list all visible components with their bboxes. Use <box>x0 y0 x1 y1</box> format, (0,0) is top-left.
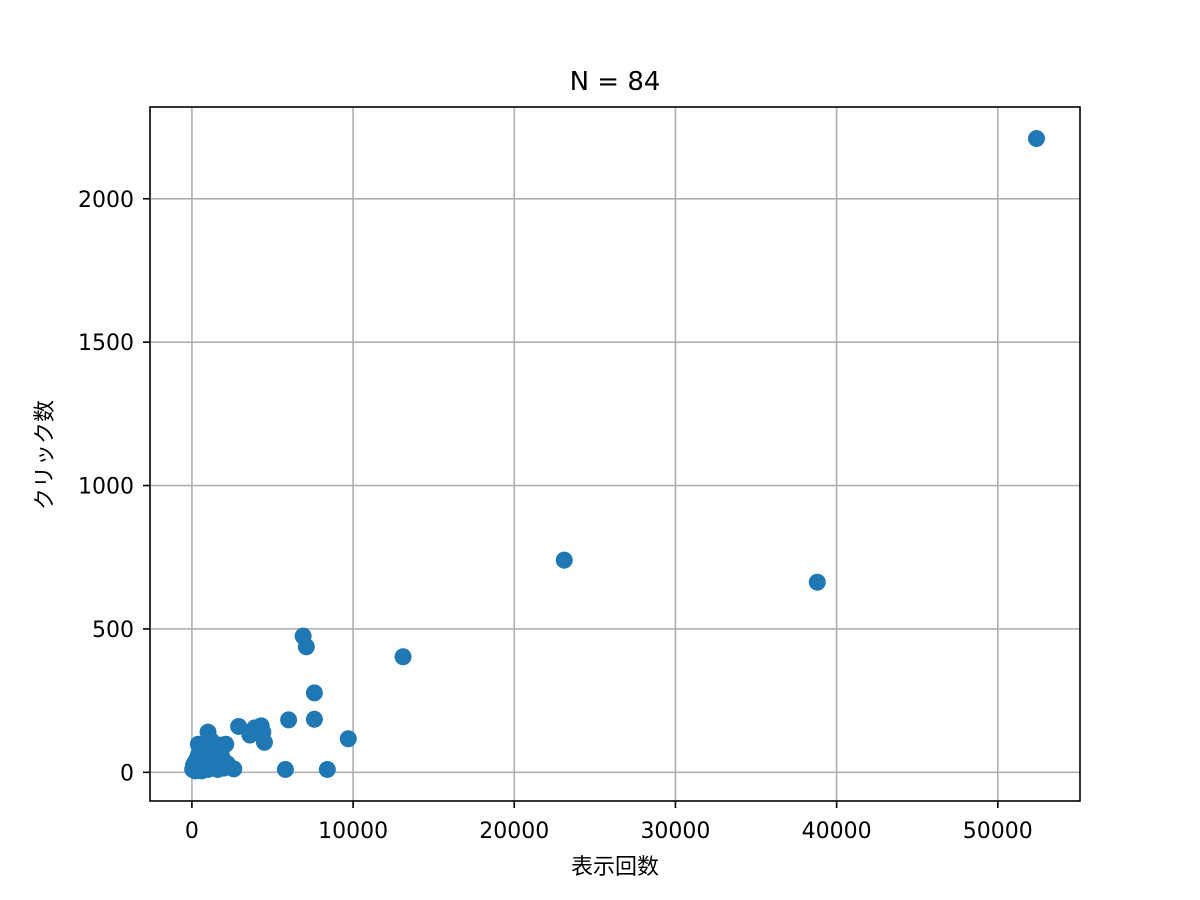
grid-lines <box>150 107 1080 801</box>
scatter-point <box>280 711 298 729</box>
scatter-point <box>318 760 336 778</box>
x-tick-label: 10000 <box>318 819 388 844</box>
scatter-point <box>1027 130 1045 148</box>
y-tick-label: 2000 <box>78 188 134 213</box>
scatter-point <box>297 638 315 656</box>
x-tick-label: 30000 <box>640 819 710 844</box>
x-tick-label: 20000 <box>479 819 549 844</box>
scatter-point <box>555 551 573 569</box>
x-tick-label: 40000 <box>802 819 872 844</box>
data-points <box>184 130 1045 780</box>
x-tick-label: 50000 <box>963 819 1033 844</box>
scatter-point <box>276 760 294 778</box>
y-tick-label: 500 <box>92 618 134 643</box>
x-tick-label: 0 <box>185 819 199 844</box>
y-tick-label: 1000 <box>78 475 134 500</box>
y-tick-label: 0 <box>120 761 134 786</box>
scatter-point <box>305 684 323 702</box>
scatter-point <box>394 648 412 666</box>
axis-ticks: 0 10000 20000 30000 40000 50000 0 500 1000 1500 20… <box>78 188 1033 844</box>
y-axis-title: クリック数 <box>33 400 58 510</box>
scatter-point <box>255 733 273 751</box>
scatter-point <box>339 730 357 748</box>
plot-frame <box>149 106 1081 802</box>
chart-title: N = 84 <box>570 67 661 97</box>
scatter-point <box>305 710 323 728</box>
x-axis-title: 表示回数 <box>571 855 659 880</box>
scatter-point <box>808 573 826 591</box>
y-tick-label: 1500 <box>78 331 134 356</box>
scatter-point <box>218 755 236 773</box>
